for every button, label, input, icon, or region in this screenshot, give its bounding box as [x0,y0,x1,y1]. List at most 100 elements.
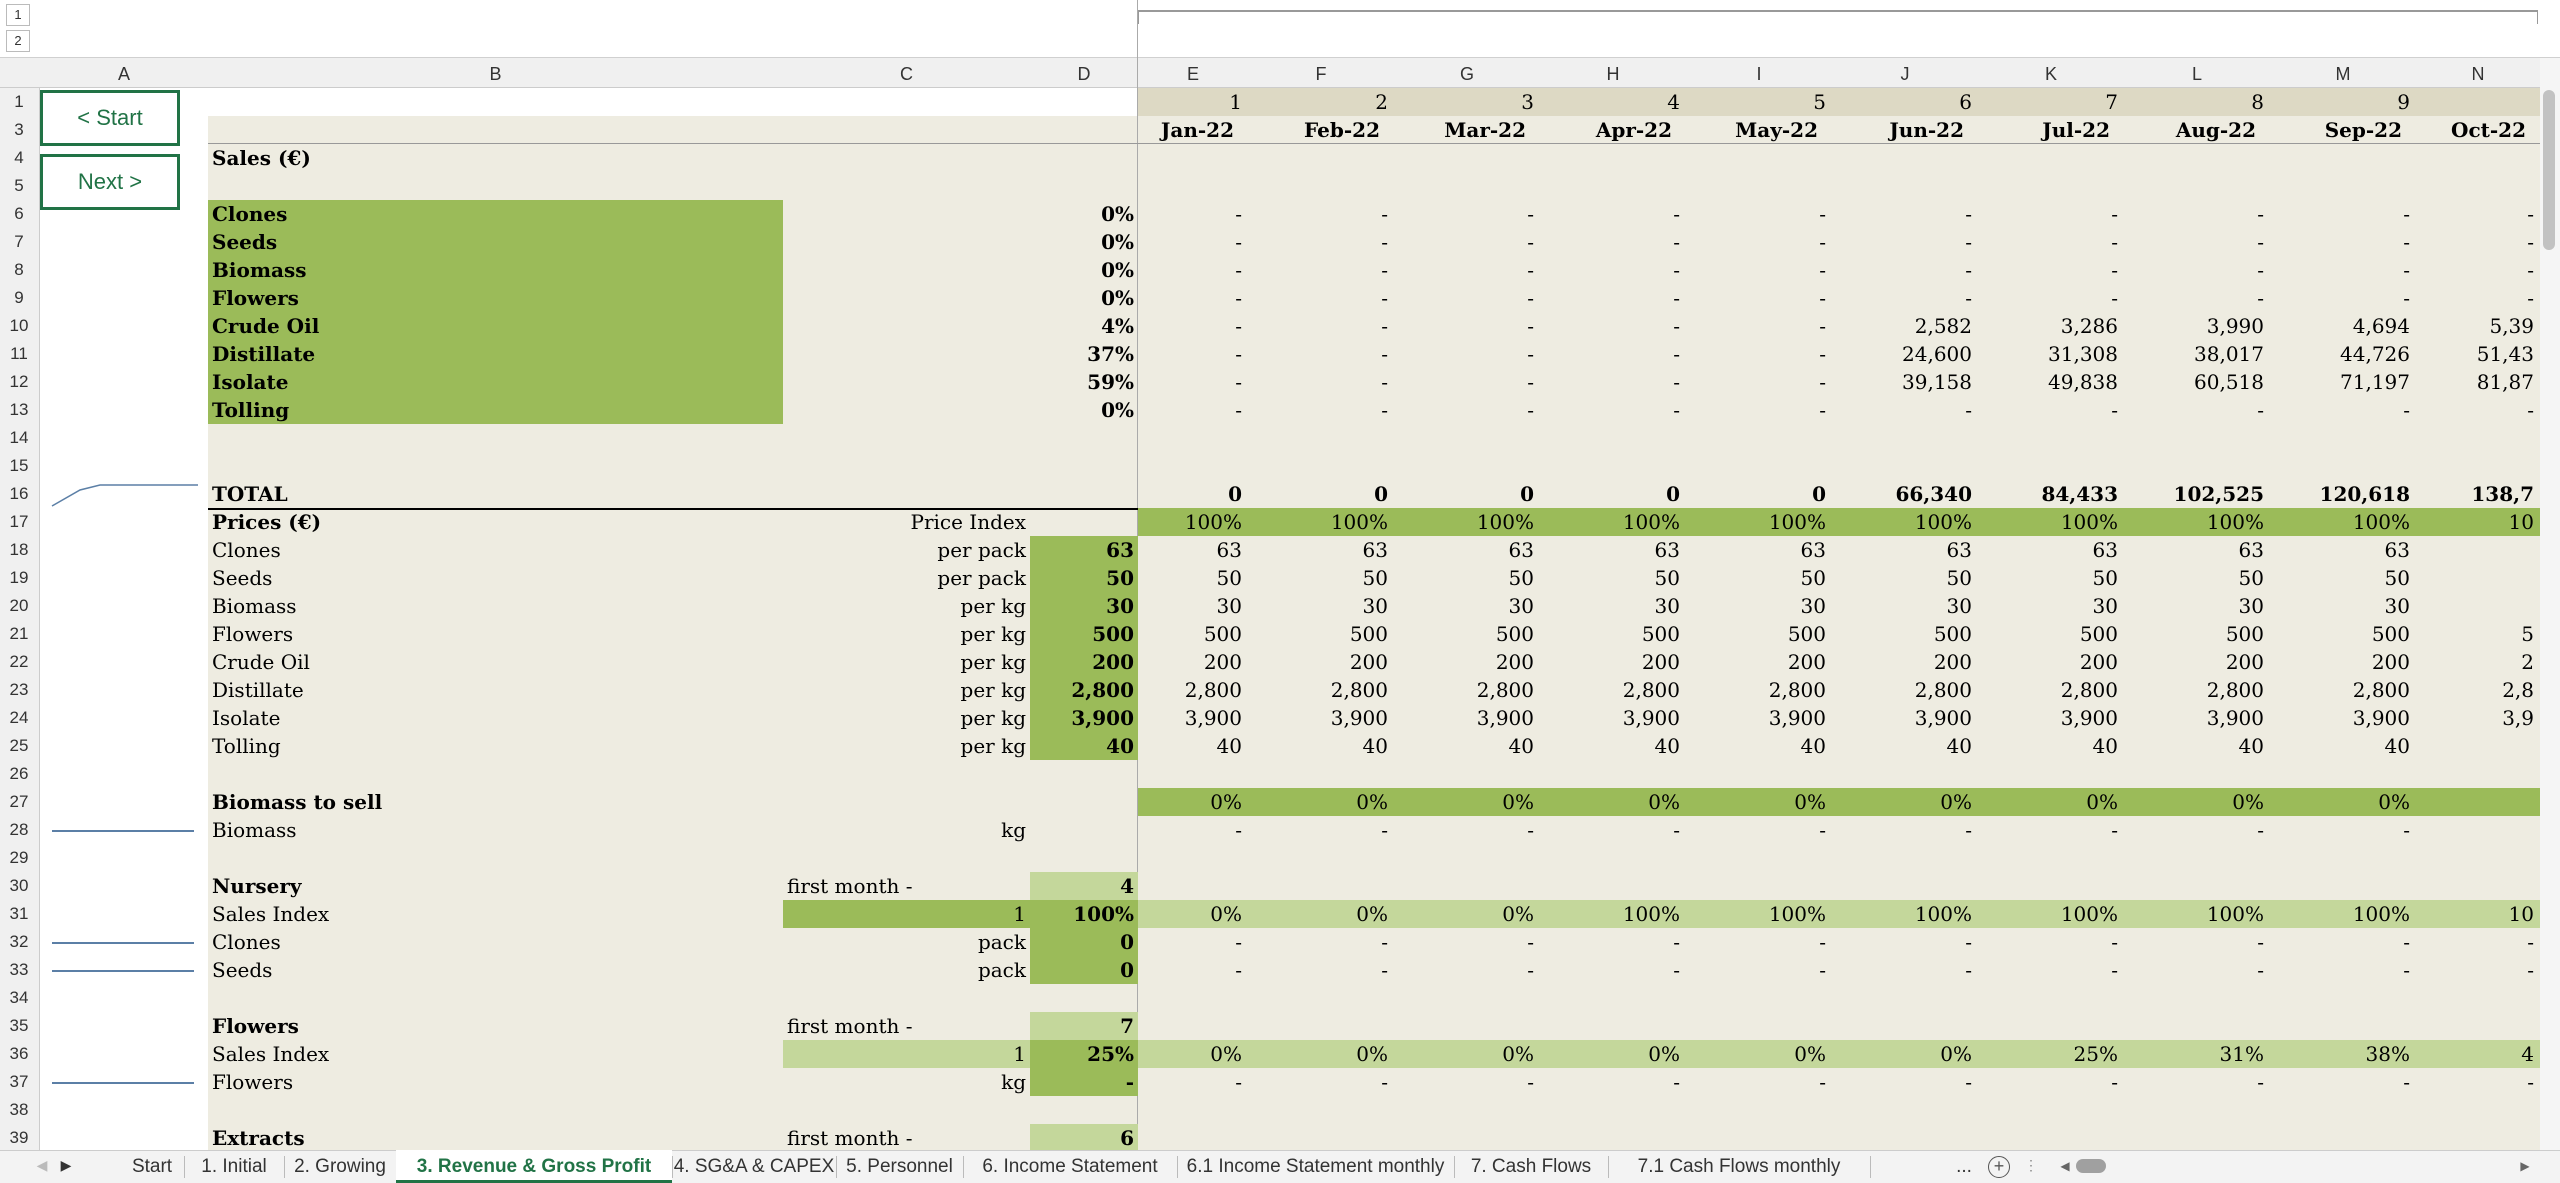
sheet-tab[interactable]: 4. SG&A & CAPEX [673,1156,835,1177]
value-cell[interactable]: 2,800 [2206,678,2264,702]
value-cell[interactable]: - [1381,1070,1388,1094]
value-cell[interactable]: - [1527,370,1534,394]
value-cell[interactable]: 30 [2238,594,2264,618]
value-cell[interactable]: - [2257,398,2264,422]
value-cell[interactable]: - [1819,370,1826,394]
value-cell[interactable]: - [1673,1070,1680,1094]
row-header[interactable]: 6 [14,204,24,223]
value-cell[interactable]: - [1527,818,1534,842]
value-cell[interactable]: - [2111,1070,2118,1094]
value-cell[interactable]: - [1235,230,1242,254]
sheet-tab[interactable]: 7.1 Cash Flows monthly [1637,1156,1841,1177]
value-cell[interactable]: 71,197 [2340,370,2410,394]
value-cell[interactable]: - [1381,286,1388,310]
column-header-e[interactable]: E [1186,64,1199,84]
row-header[interactable]: 13 [9,400,29,419]
value-cell[interactable]: 200 [1203,650,1242,674]
value-cell[interactable]: 38% [2365,1042,2410,1066]
value-cell[interactable]: - [2403,258,2410,282]
tab-options-icon[interactable]: ⋮ [2024,1158,2038,1174]
value-cell[interactable]: 4 [2521,1042,2534,1066]
column-header-c[interactable]: C [900,64,913,84]
row-header[interactable]: 37 [9,1072,29,1091]
value-cell[interactable]: - [1965,1070,1972,1094]
value-cell[interactable]: 100% [1622,902,1680,926]
row-header[interactable]: 19 [9,568,29,587]
value-cell[interactable]: - [1819,314,1826,338]
value-cell[interactable]: 63 [1946,538,1972,562]
row-header[interactable]: 39 [9,1128,29,1147]
vertical-scrollbar[interactable] [2540,58,2560,1150]
row-header[interactable]: 24 [9,708,29,727]
value-cell[interactable]: 0% [1356,790,1388,814]
value-cell[interactable]: - [2527,958,2534,982]
row-header[interactable]: 38 [9,1100,29,1119]
input-value[interactable]: 25% [1087,1042,1134,1066]
row-header[interactable]: 32 [9,932,29,951]
sheet-tab[interactable]: Start [131,1156,173,1177]
value-cell[interactable]: - [1819,1070,1826,1094]
value-cell[interactable]: 50 [1800,566,1826,590]
value-cell[interactable]: 500 [2225,622,2264,646]
value-cell[interactable]: - [1965,286,1972,310]
row-header[interactable]: 16 [9,484,29,503]
tab-scroll-right-icon[interactable]: ▶ [60,1158,72,1174]
value-cell[interactable]: 500 [2371,622,2410,646]
input-value[interactable]: 7 [1120,1014,1134,1038]
value-cell[interactable]: 30 [1654,594,1680,618]
value-cell[interactable]: - [1235,398,1242,422]
value-cell[interactable]: 2 [2521,650,2534,674]
value-cell[interactable]: - [1527,286,1534,310]
value-cell[interactable]: - [2257,818,2264,842]
value-cell[interactable]: 2,800 [1768,678,1826,702]
value-cell[interactable]: - [2527,258,2534,282]
value-cell[interactable]: 0 [1228,482,1242,506]
input-value[interactable]: 50 [1106,566,1134,590]
value-cell[interactable]: 0% [1648,1042,1680,1066]
value-cell[interactable]: 40 [1654,734,1680,758]
value-cell[interactable]: 40 [2092,734,2118,758]
value-cell[interactable]: - [1235,958,1242,982]
value-cell[interactable]: 0% [1210,790,1242,814]
outline-level-1-button[interactable]: 1 [6,4,30,26]
value-cell[interactable]: 200 [2225,650,2264,674]
value-cell[interactable]: 0 [1812,482,1826,506]
column-header-a[interactable]: A [117,64,130,84]
column-header-h[interactable]: H [1606,64,1620,84]
value-cell[interactable]: 100% [1622,510,1680,534]
value-cell[interactable]: - [1527,930,1534,954]
value-cell[interactable]: 100% [2352,902,2410,926]
value-cell[interactable]: - [1965,230,1972,254]
sheet-tab[interactable]: 3. Revenue & Gross Profit [396,1150,672,1183]
column-header-n[interactable]: N [2471,64,2485,84]
value-cell[interactable]: 10 [2508,902,2534,926]
value-cell[interactable]: - [1673,286,1680,310]
value-cell[interactable]: - [2257,202,2264,226]
value-cell[interactable]: 500 [1641,622,1680,646]
value-cell[interactable]: - [1965,258,1972,282]
row-header[interactable]: 12 [9,372,29,391]
value-cell[interactable]: - [2257,958,2264,982]
value-cell[interactable]: - [2527,286,2534,310]
input-value[interactable]: 37% [1087,342,1134,366]
value-cell[interactable]: - [2111,398,2118,422]
value-cell[interactable]: - [1673,930,1680,954]
value-cell[interactable]: 10 [2508,510,2534,534]
value-cell[interactable]: 120,618 [2319,482,2410,506]
value-cell[interactable]: 0% [1940,790,1972,814]
value-cell[interactable]: - [1381,230,1388,254]
input-value[interactable]: 0 [1120,958,1134,982]
value-cell[interactable]: - [2257,230,2264,254]
value-cell[interactable]: 0% [1210,1042,1242,1066]
input-value[interactable]: 200 [1092,650,1134,674]
value-cell[interactable]: - [1235,370,1242,394]
value-cell[interactable]: 2,800 [1622,678,1680,702]
value-cell[interactable]: 0% [1794,790,1826,814]
value-cell[interactable]: 30 [1800,594,1826,618]
value-cell[interactable]: 100% [2206,902,2264,926]
value-cell[interactable]: - [1819,930,1826,954]
value-cell[interactable]: - [1381,958,1388,982]
value-cell[interactable]: 0% [2378,790,2410,814]
value-cell[interactable]: 44,726 [2340,342,2410,366]
value-cell[interactable]: - [1527,202,1534,226]
